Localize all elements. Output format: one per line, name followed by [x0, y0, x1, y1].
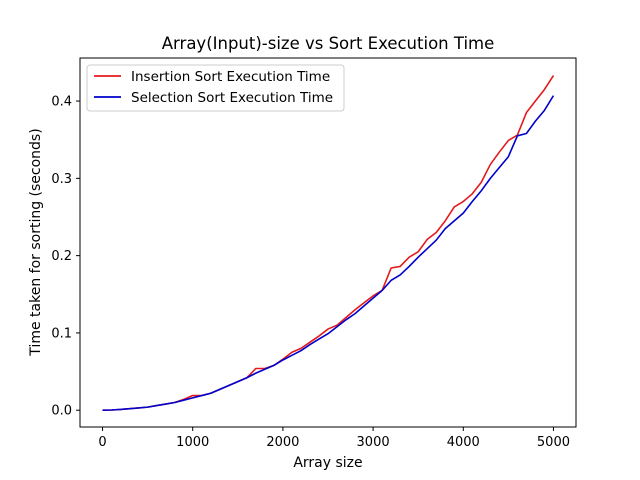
x-axis-label: Array size — [293, 455, 362, 471]
series-layer — [102, 75, 555, 412]
y-axis-label: Time taken for sorting (seconds) — [28, 128, 44, 356]
legend-label-insertion: Insertion Sort Execution Time — [131, 69, 330, 85]
chart-title: Array(Input)-size vs Sort Execution Time — [162, 34, 495, 53]
legend-box — [86, 64, 345, 112]
x-tick-label: 5000 — [537, 435, 570, 450]
x-tick-label: 1000 — [176, 435, 209, 450]
plot-frame — [79, 57, 577, 428]
x-tick-label: 4000 — [447, 435, 480, 450]
series-line-selection-sort — [102, 95, 555, 412]
x-tick-label: 3000 — [357, 435, 390, 450]
x-tick-label: 0 — [98, 435, 106, 450]
y-tick-label: 0.4 — [51, 95, 72, 110]
ticks-layer: 0 1000 2000 3000 4000 5000 0.0 0.1 0.2 0.3 0.4 — [51, 95, 570, 450]
y-tick-label: 0.2 — [51, 249, 72, 264]
y-tick-label: 0.1 — [51, 326, 72, 341]
y-tick-label: 0.0 — [51, 404, 72, 419]
y-tick-label: 0.3 — [51, 172, 72, 187]
x-tick-label: 2000 — [266, 435, 299, 450]
legend: Insertion Sort Execution Time Selection … — [86, 64, 345, 112]
legend-label-selection: Selection Sort Execution Time — [131, 90, 333, 106]
